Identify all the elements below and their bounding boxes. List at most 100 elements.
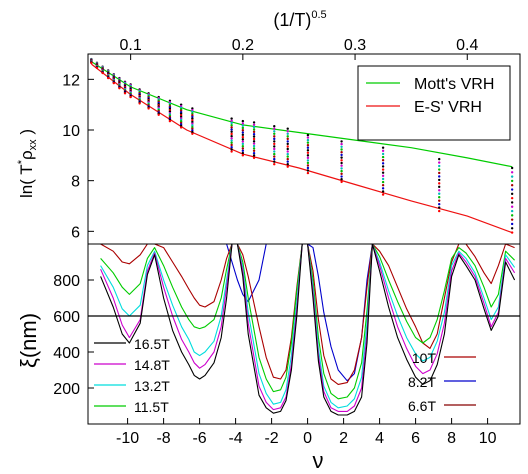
data-point: [90, 61, 93, 65]
legend-label-6-6t: 6.6T: [408, 398, 436, 414]
top-y-axis-label: ln( T*ρxx ): [16, 129, 39, 198]
data-point: [273, 152, 276, 156]
data-point: [286, 147, 289, 151]
data-point: [230, 117, 233, 120]
data-point: [438, 185, 441, 189]
data-point: [286, 142, 289, 146]
data-point: [157, 113, 160, 117]
bottom-x-tick-label: -4: [228, 430, 242, 447]
data-point: [191, 119, 194, 122]
data-point: [286, 130, 289, 133]
data-point: [340, 156, 343, 159]
data-point: [286, 155, 289, 158]
data-point: [340, 151, 343, 154]
data-point: [438, 168, 441, 171]
data-point: [306, 136, 310, 139]
data-point: [191, 114, 194, 117]
data-point: [241, 147, 245, 150]
data-point: [241, 119, 245, 123]
data-point: [340, 159, 343, 162]
data-point: [306, 156, 310, 160]
data-point: [340, 142, 343, 146]
data-point: [230, 128, 233, 131]
data-point: [438, 157, 441, 161]
curve-line: [100, 244, 516, 412]
data-point: [306, 133, 310, 137]
legend-label-16-5t: 16.5T: [134, 336, 170, 352]
top-panel: 0.1 0.2 0.3 0.4 6 8 10 12: [62, 37, 514, 241]
data-point: [129, 95, 132, 99]
data-point: [273, 125, 276, 128]
data-point: [252, 130, 256, 134]
data-point: [273, 127, 276, 130]
data-point: [230, 137, 233, 140]
data-point: [241, 131, 245, 134]
data-point: [510, 196, 514, 200]
data-point: [306, 171, 310, 175]
data-point: [438, 171, 441, 175]
data-point: [306, 159, 310, 162]
data-point: [191, 112, 194, 115]
data-point: [191, 130, 194, 134]
bottom-x-tick-label: 4: [375, 430, 384, 447]
data-point: [286, 152, 289, 156]
data-point: [241, 122, 245, 125]
data-point: [438, 189, 441, 192]
data-point: [112, 81, 116, 85]
bottom-x-axis-label: ν: [313, 448, 324, 473]
data-point: [273, 155, 276, 158]
data-point: [273, 147, 276, 151]
data-point: [273, 135, 276, 138]
data-point: [191, 108, 194, 112]
data-point: [286, 127, 289, 130]
data-point: [306, 151, 310, 154]
data-point: [168, 119, 172, 123]
data-point: [252, 121, 256, 124]
data-point: [340, 148, 343, 151]
top-y-tick-label: 10: [62, 123, 80, 140]
data-point: [273, 163, 276, 166]
data-point: [306, 138, 310, 142]
data-point: [381, 149, 385, 153]
bottom-x-tick-label: 10: [479, 430, 497, 447]
data-point: [230, 145, 233, 149]
legend-label-10t: 10T: [412, 350, 437, 366]
data-point: [510, 218, 514, 221]
data-point: [510, 171, 514, 174]
data-point: [286, 137, 289, 141]
bottom-legend-left: 16.5T 14.8T 13.2T 11.5T: [94, 336, 170, 415]
data-point: [510, 231, 514, 234]
top-legend: Mott's VRH E-S' VRH: [357, 65, 511, 141]
bottom-x-tick-label: -2: [264, 430, 278, 447]
data-point: [191, 122, 194, 125]
data-point: [252, 144, 256, 148]
data-point: [438, 192, 441, 195]
data-point: [306, 154, 310, 157]
data-point: [381, 162, 385, 165]
data-point: [510, 227, 514, 230]
data-point: [252, 133, 256, 136]
data-point: [230, 132, 233, 136]
data-point: [252, 125, 256, 129]
data-point: [510, 166, 514, 170]
data-point: [286, 135, 289, 138]
data-point: [438, 196, 441, 199]
data-point: [306, 161, 310, 165]
data-point: [241, 138, 245, 141]
data-point: [252, 154, 256, 157]
data-point: [230, 150, 233, 153]
data-point: [230, 143, 233, 147]
data-point: [191, 110, 194, 114]
data-point: [123, 92, 127, 95]
data-point: [230, 123, 233, 127]
data-point: [241, 142, 245, 146]
data-point: [381, 171, 385, 174]
curve-line: [100, 244, 516, 409]
data-point: [340, 169, 343, 173]
data-point: [438, 161, 441, 164]
data-point: [381, 146, 385, 149]
data-point: [252, 140, 256, 143]
data-point: [306, 166, 310, 170]
data-point: [118, 87, 121, 90]
data-point: [241, 135, 245, 139]
